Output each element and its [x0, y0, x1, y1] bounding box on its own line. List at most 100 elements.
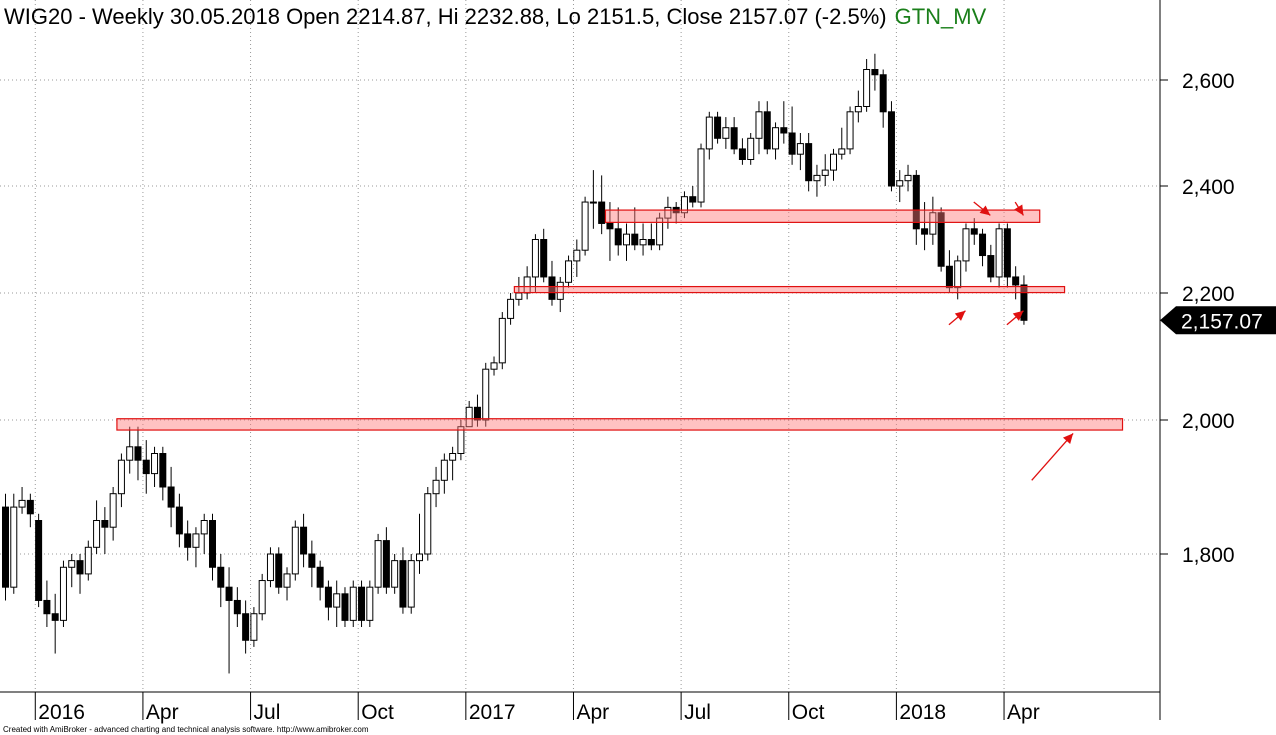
candle-body: [780, 127, 788, 134]
candle-body: [581, 201, 589, 251]
candle-body: [805, 143, 813, 182]
candle-body: [2, 506, 9, 588]
candle-body: [59, 566, 67, 621]
candle-body: [548, 276, 556, 300]
candle-body: [995, 228, 1003, 278]
candle-body: [589, 201, 597, 204]
candle-body: [341, 593, 349, 621]
candle-body: [705, 116, 713, 150]
candle-body: [366, 586, 374, 621]
candle-body: [159, 453, 167, 488]
arrow-head: [1062, 433, 1074, 444]
candle-body: [912, 174, 920, 230]
candle-body: [962, 228, 970, 262]
candle-body: [1012, 276, 1020, 286]
candle-body: [473, 406, 481, 421]
candle-body: [482, 368, 490, 421]
candle-body: [308, 553, 316, 568]
candle-body: [283, 573, 291, 588]
candle-body: [465, 406, 473, 428]
candle-body: [863, 69, 871, 107]
candle-body: [846, 111, 854, 150]
candle-body: [349, 586, 357, 621]
candle-body: [324, 586, 332, 608]
candle-body: [921, 228, 929, 235]
candle-body: [416, 553, 423, 562]
candle-body: [954, 260, 962, 289]
chart-title: WIG20 - Weekly 30.05.2018 Open 2214.87, …: [4, 4, 987, 29]
candle-body: [382, 540, 390, 588]
candle-body: [788, 132, 796, 155]
candle-body: [904, 174, 912, 182]
candle-body: [573, 249, 581, 262]
candle-body: [755, 111, 763, 139]
candle-body: [730, 127, 738, 150]
candle-body: [10, 506, 18, 588]
candle-body: [358, 586, 366, 621]
candle-body: [1003, 228, 1011, 278]
zone-rectangle: [116, 418, 1124, 431]
candle-body: [540, 239, 548, 278]
arrow-shaft: [1031, 432, 1074, 481]
candle-body: [556, 281, 564, 300]
candle-body: [35, 520, 43, 601]
candle-body: [821, 169, 829, 176]
candle-body: [738, 148, 746, 160]
candle-body: [929, 212, 937, 235]
gridlines: [0, 0, 1160, 692]
y-tick-label: 2,200: [1182, 283, 1235, 306]
candle-body: [871, 69, 879, 76]
candle-body: [945, 265, 953, 289]
candle-body: [714, 116, 722, 139]
candle-body: [68, 560, 76, 568]
candle-body: [192, 533, 200, 548]
candle-body: [424, 493, 432, 555]
candle-body: [689, 196, 697, 203]
candle-body: [830, 153, 837, 171]
x-tick-label: Jul: [254, 701, 281, 724]
candle-body: [266, 553, 274, 582]
candle-body: [598, 201, 606, 224]
zone-rectangle: [513, 285, 1066, 294]
candle-body: [399, 560, 407, 608]
candle-body: [722, 127, 730, 139]
candle-body: [84, 546, 92, 575]
candle-body: [300, 526, 308, 555]
candle-body: [1020, 284, 1028, 321]
candle-body: [242, 613, 250, 641]
candle-body: [879, 74, 887, 113]
candle-body: [606, 222, 614, 230]
candle-body: [631, 233, 639, 246]
x-tick-label: 2016: [38, 701, 85, 724]
candle-body: [970, 228, 978, 235]
candle-body: [614, 228, 622, 246]
candle-body: [109, 493, 117, 528]
candle-body: [531, 239, 539, 278]
candle-body: [747, 137, 755, 161]
candle-body: [18, 499, 26, 508]
candle-body: [275, 553, 283, 588]
candle-body: [258, 580, 266, 615]
x-axis-ticks: 2016 Apr Jul Oct 2017 Apr Jul Oct 2018 Apr: [34, 692, 1040, 724]
candle-body: [407, 560, 415, 608]
zone-rectangle: [604, 209, 1041, 223]
y-tick-label: 1,800: [1182, 544, 1235, 567]
candle-body: [498, 317, 506, 364]
candle-body: [217, 566, 225, 588]
candle-body: [175, 506, 183, 535]
candle-body: [697, 148, 705, 203]
candle-body: [93, 520, 101, 548]
candle-body: [507, 298, 515, 319]
candle-body: [763, 111, 771, 150]
candle-body: [854, 106, 862, 113]
x-tick-label: Oct: [361, 701, 394, 724]
candle-body: [887, 111, 895, 187]
arrow-head: [1014, 204, 1024, 216]
arrow-head: [1012, 310, 1024, 321]
candle-body: [639, 239, 647, 246]
candle-body: [26, 499, 34, 515]
support-resistance-zones: [116, 209, 1124, 431]
candle-body: [813, 174, 821, 182]
candle-body: [250, 613, 258, 641]
last-close-marker: 2,157.07: [1160, 306, 1276, 335]
